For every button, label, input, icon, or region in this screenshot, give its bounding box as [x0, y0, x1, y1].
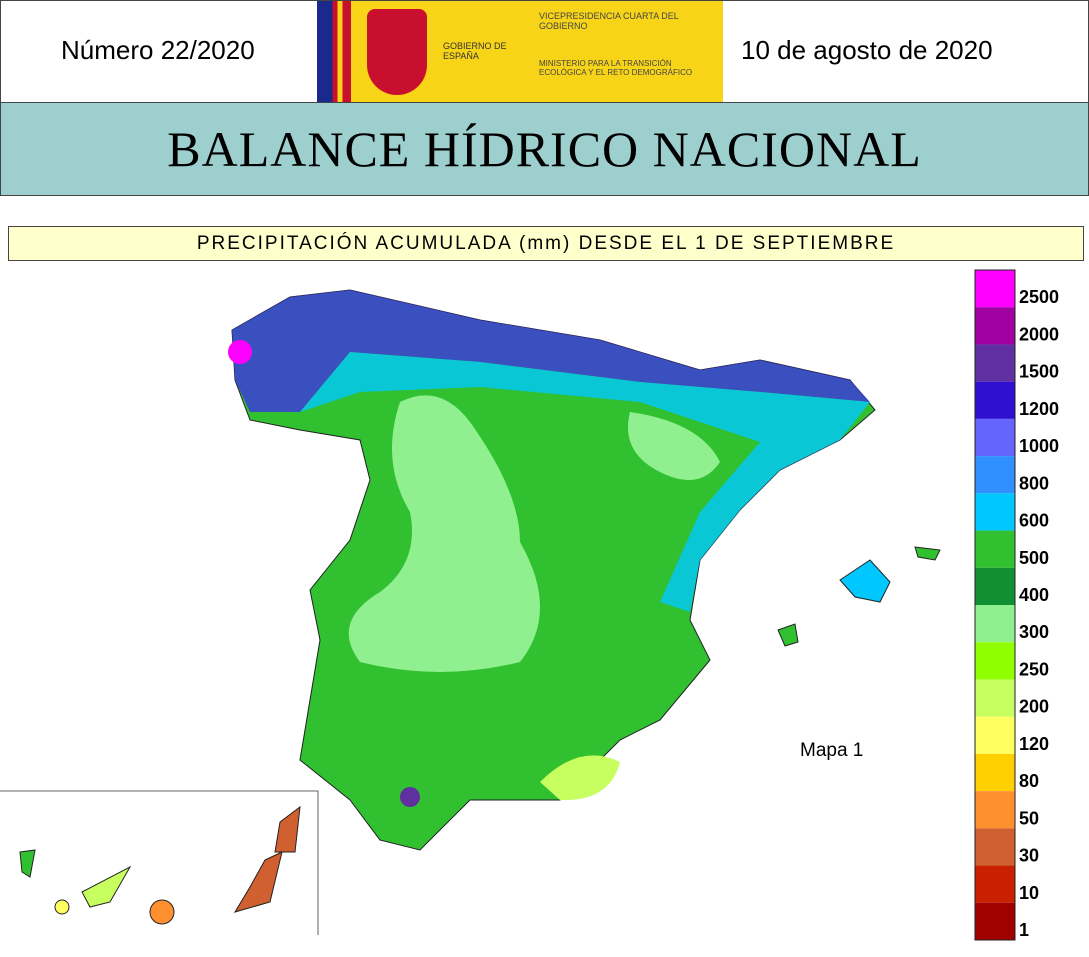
la-palma — [19, 849, 36, 878]
coat-of-arms — [367, 9, 427, 95]
spain-outline — [231, 289, 876, 851]
legend-label: 800 — [1019, 473, 1049, 493]
header: Número 22/2020 GOBIERNO DE ESPAÑA VICEPR… — [0, 0, 1089, 103]
gran-canaria — [149, 899, 175, 925]
legend-label: 250 — [1019, 659, 1049, 679]
legend-label: 1000 — [1019, 436, 1059, 456]
legend-label: 1200 — [1019, 399, 1059, 419]
wet-spot — [400, 787, 420, 807]
canary-frame — [0, 790, 319, 935]
bulletin-number: Número 22/2020 — [61, 35, 255, 65]
mallorca — [839, 559, 891, 603]
legend: 2500 2000 1500 1200 1000 800 600 500 400 300 250 20… — [974, 269, 1059, 941]
legend-swatch — [975, 679, 1015, 717]
fuerteventura — [233, 851, 283, 913]
legend-label: 600 — [1019, 511, 1049, 531]
map: Mapa 1 250020001500120010008006005004003… — [0, 269, 1059, 941]
subtitle: PRECIPITACIÓN ACUMULADA (mm) DESDE EL 1 … — [8, 226, 1084, 261]
ibiza — [777, 623, 799, 647]
legend-swatch — [975, 642, 1015, 680]
legend-label: 400 — [1019, 585, 1049, 605]
legend-swatch — [975, 456, 1015, 494]
legend-swatch — [975, 307, 1015, 345]
legend-swatch — [975, 865, 1015, 903]
legend-label: 1500 — [1019, 362, 1059, 382]
legend-swatch — [975, 493, 1015, 531]
government-logo: GOBIERNO DE ESPAÑA VICEPRESIDENCIA CUART… — [317, 1, 723, 103]
map-label: Mapa 1 — [800, 740, 863, 761]
southeast-dry-area — [540, 755, 620, 801]
legend-swatch — [975, 270, 1015, 308]
legend-swatch — [975, 344, 1015, 382]
legend-border — [974, 269, 1016, 941]
legend-swatch — [975, 828, 1015, 866]
legend-swatch — [975, 716, 1015, 754]
cantabrian-band — [300, 352, 870, 612]
ebro-dry-area — [628, 412, 720, 480]
legend-label: 50 — [1019, 808, 1039, 828]
north-wet-band — [232, 290, 870, 412]
title: BALANCE HÍDRICO NACIONAL — [0, 102, 1089, 196]
logo-ministry: MINISTERIO PARA LA TRANSICIÓN ECOLÓGICA … — [539, 59, 693, 77]
tenerife — [81, 865, 132, 908]
legend-label: 10 — [1019, 883, 1039, 903]
flag — [317, 1, 351, 103]
legend-label: 30 — [1019, 846, 1039, 866]
legend-label: 2000 — [1019, 324, 1059, 344]
legend-swatch — [975, 791, 1015, 829]
legend-label: 200 — [1019, 697, 1049, 717]
legend-swatch — [975, 753, 1015, 792]
legend-label: 2500 — [1019, 287, 1059, 307]
wet-spot — [228, 340, 252, 364]
legend-swatch — [975, 381, 1015, 419]
legend-label: 80 — [1019, 771, 1039, 791]
legend-label: 300 — [1019, 622, 1049, 642]
logo-vicepresidency: VICEPRESIDENCIA CUARTA DEL GOBIERNO — [539, 11, 679, 31]
bulletin-date: 10 de agosto de 2020 — [741, 35, 993, 65]
legend-label: 1 — [1019, 920, 1029, 940]
lanzarote — [274, 805, 301, 853]
logo-government: GOBIERNO DE ESPAÑA — [443, 41, 507, 61]
legend-swatch — [975, 605, 1015, 643]
la-gomera — [54, 899, 70, 915]
legend-swatch — [975, 530, 1015, 568]
legend-swatch — [975, 567, 1015, 605]
legend-swatch — [975, 902, 1015, 940]
legend-label: 120 — [1019, 734, 1049, 754]
central-dry-area — [348, 395, 540, 672]
menorca — [914, 546, 941, 561]
legend-label: 500 — [1019, 548, 1049, 568]
legend-swatch — [975, 418, 1015, 457]
